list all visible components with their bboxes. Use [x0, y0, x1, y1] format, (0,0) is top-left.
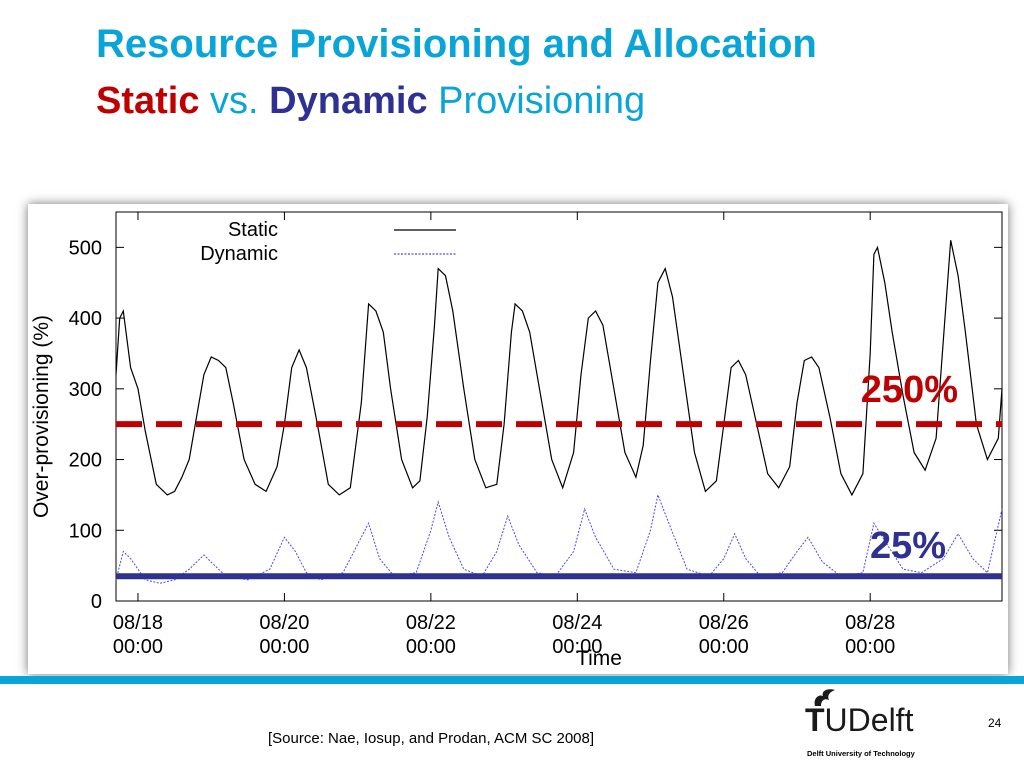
- source-citation: [Source: Nae, Iosup, and Prodan, ACM SC …: [268, 730, 595, 747]
- reference-label: 25%: [870, 525, 946, 567]
- y-tick-label: 500: [69, 237, 102, 259]
- tudelft-logo: TUDelft Delft University of Technology: [805, 686, 945, 766]
- subtitle-static: Static: [96, 80, 200, 122]
- y-tick-label: 300: [69, 379, 102, 401]
- x-tick-label: 08/26: [699, 612, 749, 634]
- x-tick-label: 08/28: [845, 612, 895, 634]
- reference-label: 250%: [861, 369, 958, 411]
- legend-label: Static: [228, 219, 278, 241]
- page-number: 24: [988, 716, 1002, 730]
- legend-label: Dynamic: [200, 243, 278, 265]
- plot-border: [115, 211, 1003, 602]
- x-tick-label: 08/18: [113, 612, 163, 634]
- series-line-static: [115, 240, 1003, 497]
- chart-frame: 0 100 200 300 400 500 08/18 00:00 08/20 00:00 08/2…: [28, 204, 1008, 674]
- subtitle-dynamic: Dynamic: [269, 80, 428, 122]
- x-tick-label: 00:00: [406, 636, 456, 658]
- y-tick-label: 200: [69, 450, 102, 472]
- page-subtitle: Static vs. Dynamic Provisioning: [96, 80, 645, 123]
- subtitle-vs: vs.: [210, 80, 259, 122]
- footer-rule: [0, 676, 1024, 684]
- x-tick-label: 00:00: [845, 636, 895, 658]
- over-provisioning-chart: 010020030040050008/1800:0008/2000:0008/2…: [30, 211, 1003, 670]
- subtitle-provisioning: Provisioning: [438, 80, 646, 122]
- y-tick-label: 0: [91, 591, 102, 613]
- x-tick-label: 08/24: [552, 612, 602, 634]
- x-tick-label: 00:00: [699, 636, 749, 658]
- x-tick-label: 08/20: [259, 612, 309, 634]
- y-tick-label: 100: [69, 520, 102, 542]
- x-tick-label: 08/22: [406, 612, 456, 634]
- page-title: Resource Provisioning and Allocation: [96, 22, 817, 66]
- x-tick-label: 00:00: [552, 636, 602, 658]
- logo-wordmark: TUDelft: [805, 702, 914, 738]
- y-tick-label: 400: [69, 308, 102, 330]
- x-tick-label: 00:00: [113, 636, 163, 658]
- y-axis-label: Over-provisioning (%): [30, 315, 53, 518]
- flame-icon: [814, 689, 835, 706]
- logo-subtitle: Delft University of Technology: [807, 749, 915, 758]
- x-axis-label: Time: [576, 647, 622, 670]
- x-tick-label: 00:00: [259, 636, 309, 658]
